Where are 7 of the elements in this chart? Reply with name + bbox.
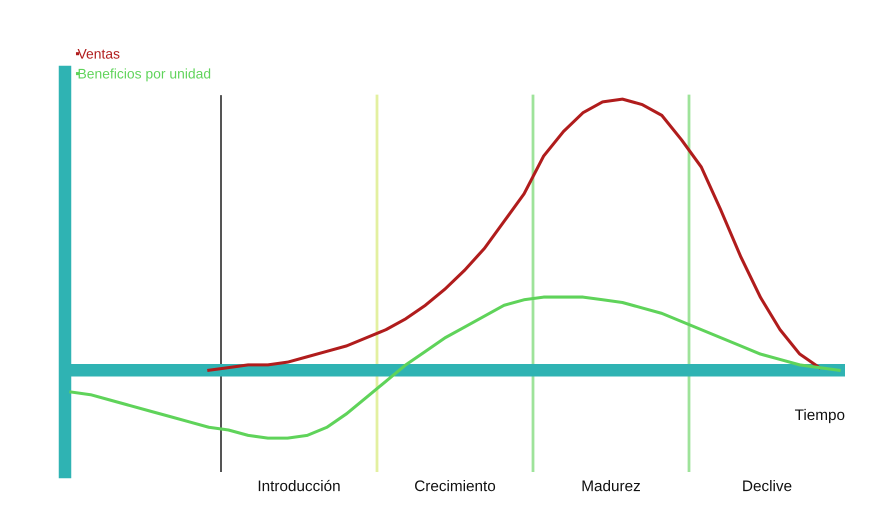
text: Madurez <box>582 480 640 492</box>
x-axis-title: Tiempo <box>794 408 844 424</box>
text: Declive <box>743 480 792 492</box>
legend-label: Ventas <box>78 49 120 59</box>
text: Introducción <box>258 480 340 492</box>
legend-label: Beneficios por unidad <box>78 68 210 82</box>
text: Crecimiento <box>415 480 496 492</box>
